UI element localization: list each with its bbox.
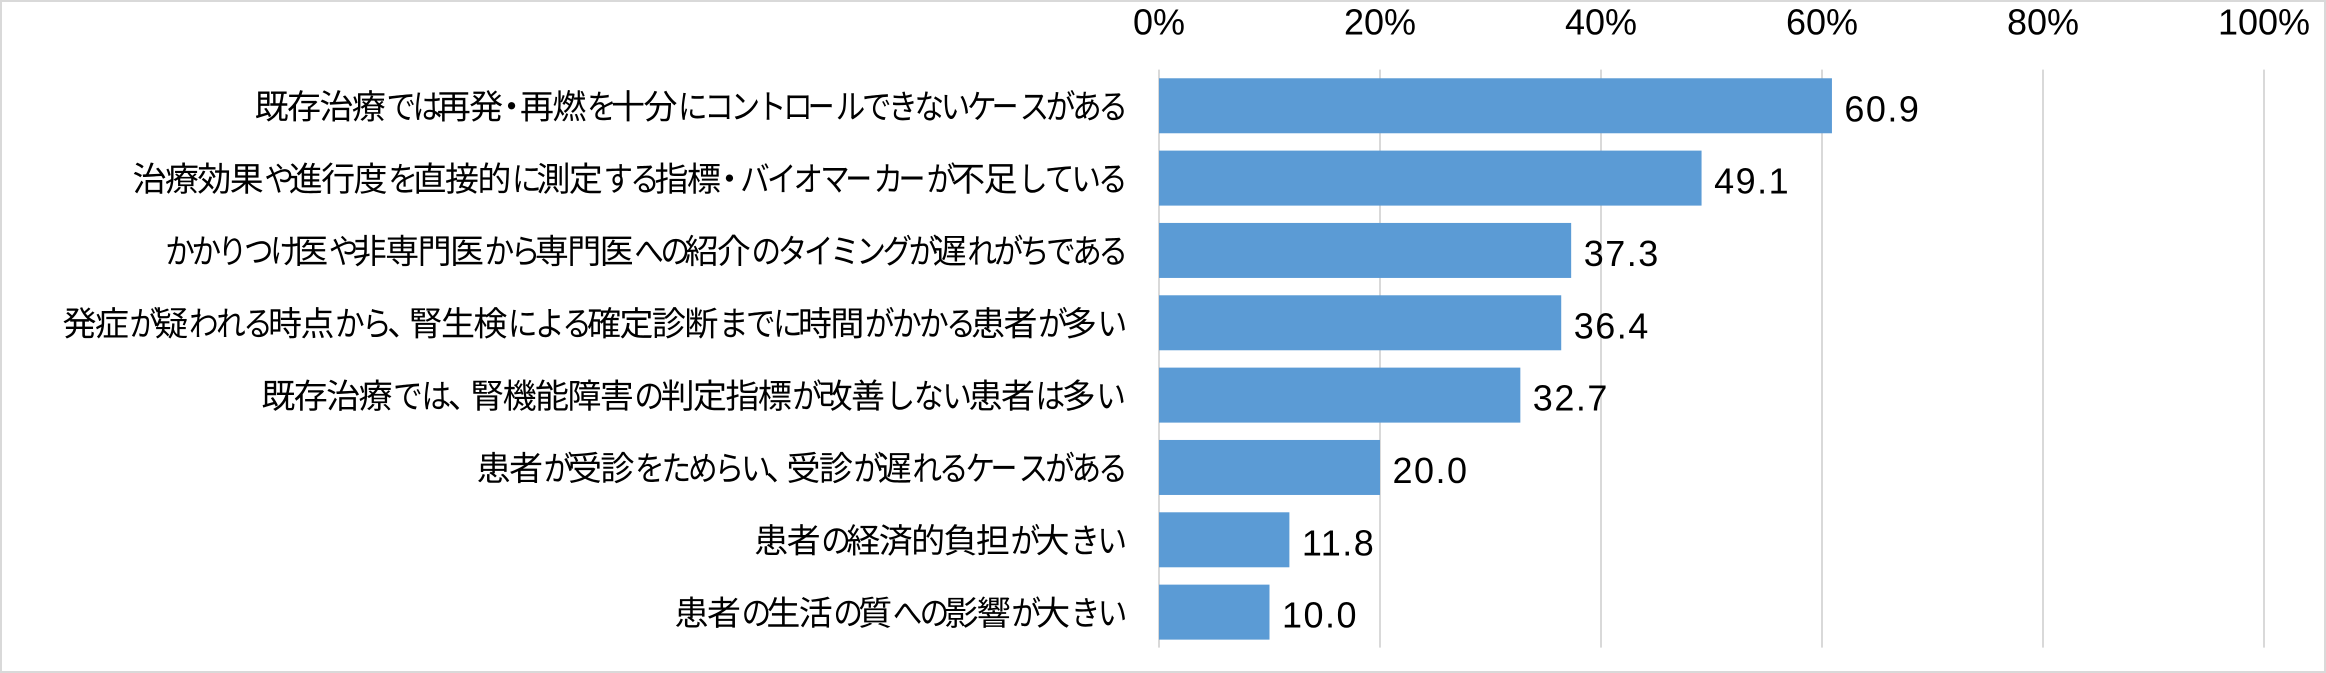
svg-text:11.8: 11.8 bbox=[1302, 522, 1375, 563]
svg-text:20%: 20% bbox=[1344, 2, 1416, 43]
svg-text:20.0: 20.0 bbox=[1393, 450, 1469, 491]
svg-text:40%: 40% bbox=[1565, 2, 1637, 43]
svg-text:100%: 100% bbox=[2218, 2, 2310, 43]
svg-text:80%: 80% bbox=[2007, 2, 2079, 43]
svg-text:60%: 60% bbox=[1786, 2, 1858, 43]
svg-text:37.3: 37.3 bbox=[1584, 233, 1660, 274]
svg-text:49.1: 49.1 bbox=[1714, 161, 1790, 202]
svg-text:32.7: 32.7 bbox=[1533, 378, 1609, 419]
svg-text:0%: 0% bbox=[1133, 2, 1185, 43]
svg-text:10.0: 10.0 bbox=[1282, 595, 1358, 636]
svg-text:36.4: 36.4 bbox=[1574, 305, 1650, 346]
svg-text:60.9: 60.9 bbox=[1844, 88, 1920, 129]
